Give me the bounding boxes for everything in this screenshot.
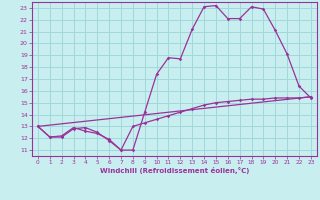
X-axis label: Windchill (Refroidissement éolien,°C): Windchill (Refroidissement éolien,°C)	[100, 167, 249, 174]
